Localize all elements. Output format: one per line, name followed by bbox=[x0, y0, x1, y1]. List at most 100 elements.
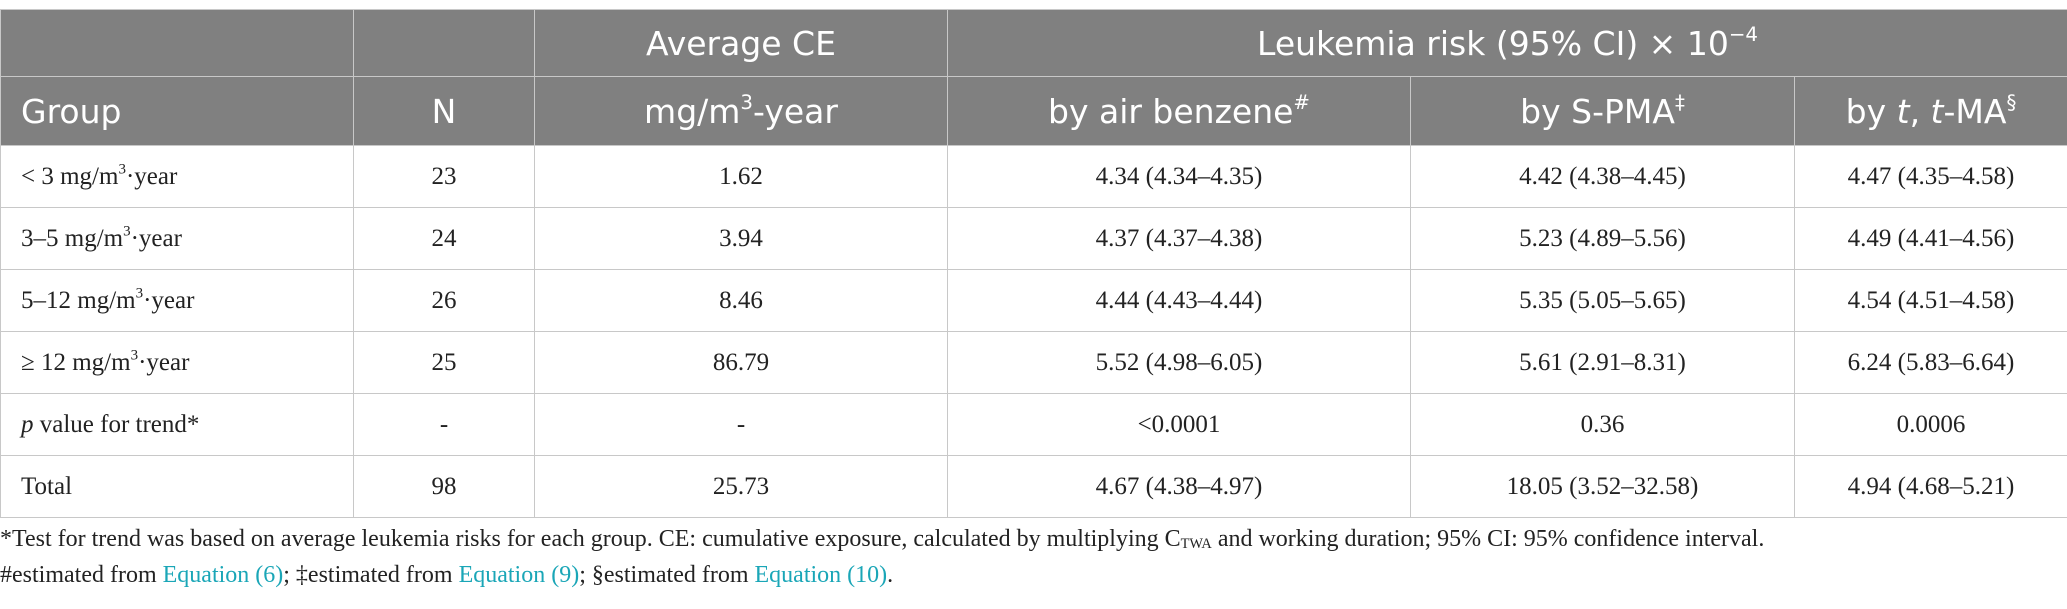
text: 98 bbox=[431, 472, 457, 500]
text: Average CE bbox=[646, 23, 836, 63]
text: #estimated from bbox=[0, 562, 163, 588]
text: Group bbox=[21, 91, 122, 131]
table-cell: 5.61 (2.91–8.31) bbox=[1410, 331, 1795, 394]
table-cell: 5.23 (4.89–5.56) bbox=[1410, 207, 1795, 270]
table-cell: 86.79 bbox=[534, 331, 948, 394]
table-cell: <0.0001 bbox=[947, 393, 1411, 456]
text: and working duration; 95% CI: 95% confid… bbox=[1211, 526, 1765, 552]
table-cell: 5.35 (5.05–5.65) bbox=[1410, 269, 1795, 332]
text: Total bbox=[21, 472, 73, 500]
text: - bbox=[736, 410, 746, 438]
footnote: *Test for trend was based on average leu… bbox=[0, 526, 1764, 553]
text: 18.05 (3.52–32.58) bbox=[1506, 472, 1699, 500]
link[interactable]: Equation (9) bbox=[458, 562, 580, 588]
text: 3 bbox=[740, 90, 753, 114]
table-cell: < 3 mg/m3·year bbox=[0, 145, 354, 208]
header-cell: Average CE bbox=[534, 9, 948, 77]
table-cell: ≥ 12 mg/m3·year bbox=[0, 331, 354, 394]
text: 3–5 mg/m bbox=[21, 224, 124, 252]
header-cell: by air benzene# bbox=[947, 76, 1411, 146]
text: 5–12 mg/m bbox=[21, 286, 136, 314]
header-cell bbox=[0, 9, 354, 77]
text: 5.52 (4.98–6.05) bbox=[1095, 348, 1263, 376]
table-row: < 3 mg/m3·year 23 1.62 4.34 (4.34–4.35) 4.42… bbox=[0, 145, 2067, 208]
text: *Test for trend was based on average leu… bbox=[0, 526, 1181, 552]
table-row: ≥ 12 mg/m3·year 25 86.79 5.52 (4.98–6.05) 5.… bbox=[0, 331, 2067, 394]
text: 3 bbox=[123, 223, 131, 239]
text: by S-PMA bbox=[1520, 91, 1675, 131]
text: § bbox=[2006, 90, 2017, 114]
text: 3 bbox=[130, 347, 139, 363]
table-row: 3–5 mg/m3·year 24 3.94 4.37 (4.37–4.38) 5.23… bbox=[0, 207, 2067, 270]
text: 3 bbox=[118, 161, 126, 177]
table-cell: 1.62 bbox=[534, 145, 948, 208]
header-cell: Group bbox=[0, 76, 354, 146]
text: Leukemia risk (95% CI) × 10 bbox=[1257, 23, 1729, 63]
text: 1.62 bbox=[719, 162, 763, 190]
header-cell: by t, t-MA§ bbox=[1794, 76, 2067, 146]
text: 8.46 bbox=[719, 286, 763, 314]
text: 6.24 (5.83–6.64) bbox=[1847, 348, 2015, 376]
link[interactable]: Equation (6) bbox=[162, 562, 284, 588]
table-cell: 4.94 (4.68–5.21) bbox=[1794, 455, 2067, 518]
table-cell: 5–12 mg/m3·year bbox=[0, 269, 354, 332]
table-row: Total 98 25.73 4.67 (4.38–4.97) 18.05 (3.52–… bbox=[0, 455, 2067, 518]
header-row: Average CE Leukemia risk (95% CI) × 10−4 bbox=[0, 9, 2067, 77]
text: ·year bbox=[125, 162, 178, 190]
text: 0.0006 bbox=[1896, 410, 1966, 438]
header-cell: N bbox=[353, 76, 535, 146]
text: -year bbox=[753, 91, 838, 131]
table-row: p value for trend* - - <0.0001 0.36 0.0006 bbox=[0, 393, 2067, 456]
footnote: #estimated from Equation (6); ‡estimated… bbox=[0, 562, 893, 589]
table-cell: 8.46 bbox=[534, 269, 948, 332]
table-cell: Total bbox=[0, 455, 354, 518]
table-cell: 4.37 (4.37–4.38) bbox=[947, 207, 1411, 270]
text: 4.49 (4.41–4.56) bbox=[1847, 224, 2015, 252]
text: 4.42 (4.38–4.45) bbox=[1519, 162, 1686, 190]
text: 4.37 (4.37–4.38) bbox=[1095, 224, 1263, 252]
text: -MA bbox=[1943, 91, 2007, 131]
text: by bbox=[1845, 91, 1897, 131]
text: <0.0001 bbox=[1137, 410, 1221, 438]
table-cell: - bbox=[353, 393, 535, 456]
text: ‡ bbox=[1674, 90, 1685, 114]
data-table: Average CE Leukemia risk (95% CI) × 10−4 … bbox=[0, 9, 2067, 518]
table-cell: 98 bbox=[353, 455, 535, 518]
text: # bbox=[1293, 90, 1310, 114]
text: ·year bbox=[138, 348, 190, 376]
table-cell: 0.0006 bbox=[1794, 393, 2067, 456]
table-cell: 4.67 (4.38–4.97) bbox=[947, 455, 1411, 518]
header-cell: Leukemia risk (95% CI) × 10−4 bbox=[947, 9, 2067, 77]
text: 0.36 bbox=[1580, 410, 1625, 438]
text: - bbox=[439, 410, 449, 438]
text: 4.54 (4.51–4.58) bbox=[1847, 286, 2015, 314]
text: 25 bbox=[431, 348, 457, 376]
table-cell: 3.94 bbox=[534, 207, 948, 270]
text: 4.47 (4.35–4.58) bbox=[1847, 162, 2015, 190]
table-cell: 24 bbox=[353, 207, 535, 270]
text: ≥ 12 mg/m bbox=[21, 348, 131, 376]
text: 26 bbox=[431, 286, 457, 314]
header-cell: mg/m3-year bbox=[534, 76, 948, 146]
text: 4.44 (4.43–4.44) bbox=[1095, 286, 1263, 314]
text: 25.73 bbox=[712, 472, 770, 500]
text: ·year bbox=[130, 224, 182, 252]
table-cell: 4.34 (4.34–4.35) bbox=[947, 145, 1411, 208]
text: TWA bbox=[1180, 536, 1212, 553]
text: 4.94 (4.68–5.21) bbox=[1847, 472, 2015, 500]
table-row: 5–12 mg/m3·year 26 8.46 4.44 (4.43–4.44) 5.3… bbox=[0, 269, 2067, 332]
table-cell: 25 bbox=[353, 331, 535, 394]
link[interactable]: Equation (10) bbox=[754, 562, 888, 588]
text: 3 bbox=[135, 285, 144, 301]
table-body: < 3 mg/m3·year 23 1.62 4.34 (4.34–4.35) 4.42… bbox=[0, 145, 2067, 518]
text: 5.35 (5.05–5.65) bbox=[1519, 286, 1686, 314]
text: 4.67 (4.38–4.97) bbox=[1095, 472, 1263, 500]
table-cell: 4.54 (4.51–4.58) bbox=[1794, 269, 2067, 332]
table-cell: 3–5 mg/m3·year bbox=[0, 207, 354, 270]
text: 4.34 (4.34–4.35) bbox=[1095, 162, 1263, 190]
text: by air benzene bbox=[1048, 91, 1294, 131]
table-cell: 18.05 (3.52–32.58) bbox=[1410, 455, 1795, 518]
text: 5.61 (2.91–8.31) bbox=[1519, 348, 1686, 376]
header-cell bbox=[353, 9, 535, 77]
table-cell: 4.42 (4.38–4.45) bbox=[1410, 145, 1795, 208]
